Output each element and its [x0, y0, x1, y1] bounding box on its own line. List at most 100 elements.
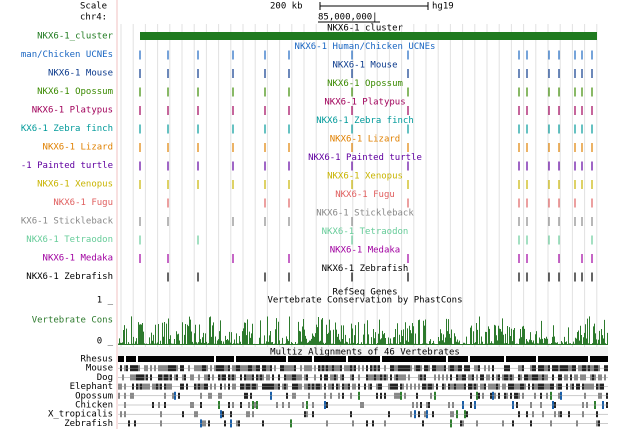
alignment-block: [602, 356, 604, 362]
alignment-block: [250, 356, 252, 362]
alignment-block: [140, 356, 142, 362]
alignment-block: [218, 356, 220, 362]
alignment-block: [164, 356, 166, 362]
alignment-block: [442, 356, 444, 362]
alignment-block: [500, 356, 502, 362]
alignment-block: [294, 356, 296, 362]
alignment-block: [242, 356, 244, 362]
alignment-block: [554, 356, 556, 362]
track-label: -1 Painted turtle: [21, 161, 113, 171]
alignment-block: [350, 356, 352, 362]
alignment-block: [450, 356, 452, 362]
alignment-block: [384, 356, 386, 362]
alignment-block: [178, 356, 180, 362]
alignment-block: [570, 356, 572, 362]
species-label: Dog: [97, 373, 113, 383]
alignment-block: [594, 356, 596, 362]
alignment-block: [122, 356, 124, 362]
alignment-block: [462, 356, 464, 362]
cons-title: Vertebrate Conservation by PhastCons: [267, 296, 462, 306]
alignment-block: [244, 356, 246, 362]
track-label: KX6-1 Stickleback: [21, 217, 114, 227]
alignment-block: [362, 356, 364, 362]
alignment-block: [156, 356, 158, 362]
track-title: NKX6-1 Human/Chicken UCNEs: [295, 42, 436, 52]
alignment-block: [478, 356, 480, 362]
alignment-block: [352, 356, 354, 362]
alignment-block: [240, 356, 242, 362]
alignment-block: [518, 356, 520, 362]
alignment-block: [412, 356, 414, 362]
alignment-block: [174, 356, 176, 362]
alignment-block: [364, 356, 366, 362]
alignment-block: [516, 356, 518, 362]
alignment-block: [552, 356, 554, 362]
alignment-block: [252, 356, 254, 362]
alignment-block: [458, 356, 460, 362]
alignment-block: [540, 356, 542, 362]
alignment-block: [184, 356, 186, 362]
alignment-block: [606, 356, 608, 362]
alignment-block: [276, 356, 278, 362]
alignment-block: [558, 356, 560, 362]
alignment-block: [578, 356, 580, 362]
track-label: NKX6-1 Mouse: [48, 69, 113, 79]
track-title: NKX6-1_cluster: [327, 24, 403, 34]
alignment-block: [416, 356, 418, 362]
alignment-block: [408, 356, 410, 362]
alignment-block: [514, 356, 516, 362]
alignment-block: [546, 356, 548, 362]
alignment-block: [370, 356, 372, 362]
alignment-block: [298, 356, 300, 362]
alignment-block: [332, 356, 334, 362]
alignment-block: [306, 356, 308, 362]
alignment-block: [486, 356, 488, 362]
alignment-block: [328, 356, 330, 362]
alignment-block: [568, 356, 570, 362]
alignment-block: [520, 356, 522, 362]
alignment-block: [430, 356, 432, 362]
alignment-block: [432, 356, 434, 362]
alignment-block: [134, 356, 136, 362]
alignment-block: [196, 356, 198, 362]
track-title: NKX6-1 Zebra finch: [316, 116, 414, 126]
alignment-block: [472, 356, 474, 362]
alignment-block: [202, 356, 204, 362]
alignment-block: [274, 356, 276, 362]
alignment-block: [308, 356, 310, 362]
alignment-block: [268, 356, 270, 362]
alignment-block: [392, 356, 394, 362]
alignment-block: [592, 356, 594, 362]
alignment-block: [550, 356, 552, 362]
alignment-block: [278, 356, 280, 362]
alignment-block: [170, 356, 172, 362]
alignment-block: [212, 356, 214, 362]
alignment-block: [200, 356, 202, 362]
alignment-block: [246, 356, 248, 362]
alignment-block: [270, 356, 272, 362]
alignment-block: [186, 356, 188, 362]
alignment-block: [378, 356, 380, 362]
track-title: NKX6-1 Tetraodon: [322, 227, 409, 237]
alignment-block: [290, 356, 292, 362]
alignment-block: [292, 356, 294, 362]
alignment-block: [282, 356, 284, 362]
alignment-block: [168, 356, 170, 362]
alignment-block: [586, 356, 588, 362]
alignment-block: [348, 356, 350, 362]
alignment-block: [130, 356, 132, 362]
alignment-block: [424, 356, 426, 362]
track-title: NKX6-1 Stickleback: [316, 209, 414, 219]
alignment-block: [492, 356, 494, 362]
alignment-block: [354, 356, 356, 362]
track-label: NKX6-1_cluster: [37, 32, 113, 42]
alignment-block: [372, 356, 374, 362]
alignment-block: [566, 356, 568, 362]
alignment-block: [132, 356, 134, 362]
alignment-block: [576, 356, 578, 362]
alignment-block: [344, 356, 346, 362]
alignment-block: [382, 356, 384, 362]
alignment-block: [256, 356, 258, 362]
alignment-block: [260, 356, 262, 362]
alignment-block: [398, 356, 400, 362]
